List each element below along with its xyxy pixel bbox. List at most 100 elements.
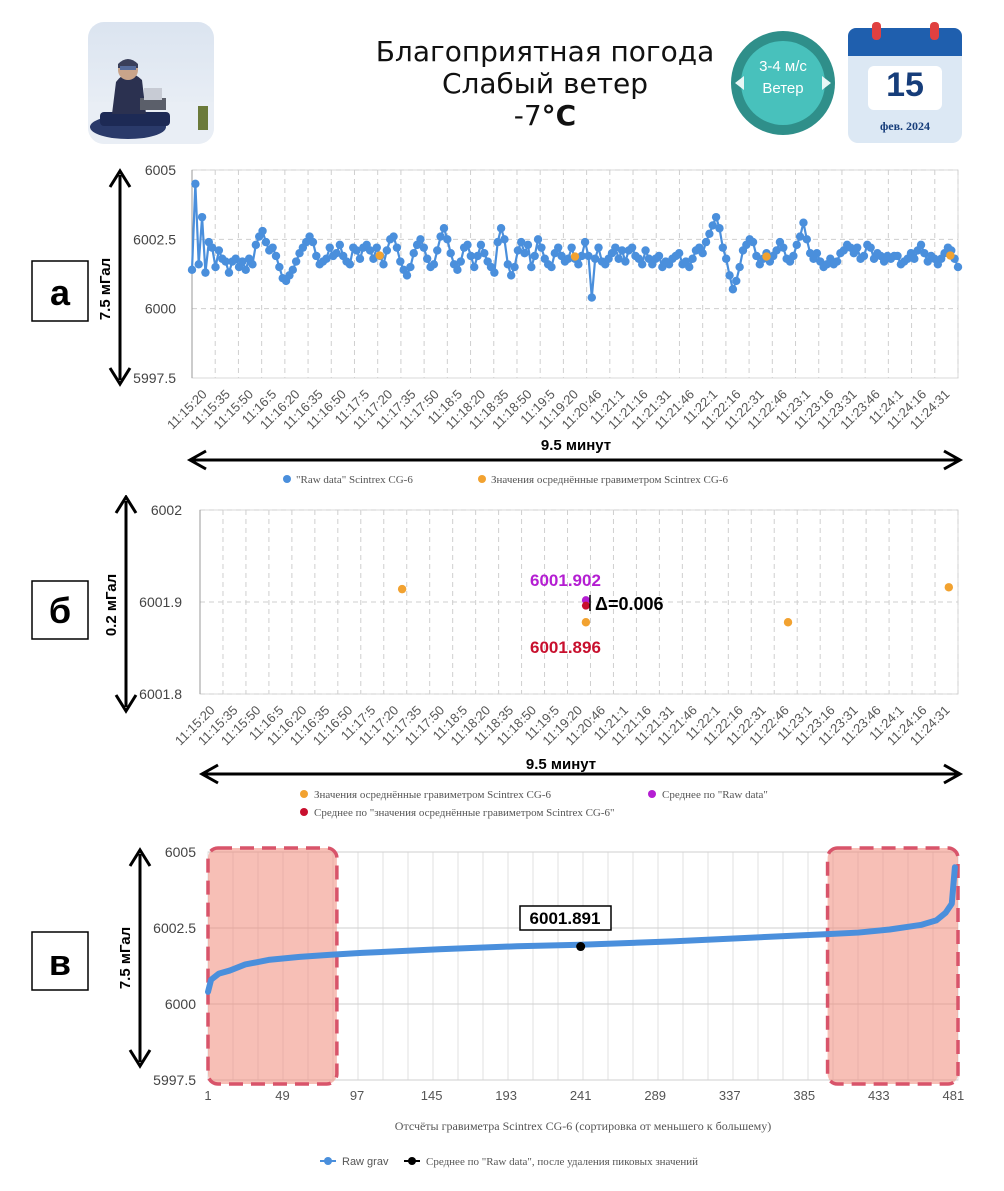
panel-label-box-c	[31, 931, 89, 991]
raw-point	[685, 262, 694, 272]
raw-point	[463, 240, 472, 250]
temperature-value: -7	[513, 99, 542, 132]
raw-point	[812, 249, 822, 258]
raw-point	[792, 240, 801, 250]
raw-point	[446, 249, 455, 258]
mean-avg-label: 6001.896	[530, 638, 601, 657]
raw-point	[207, 243, 217, 252]
y-tick-label: 5997.5	[153, 1072, 196, 1088]
duration-arrow-a	[186, 449, 964, 471]
avg-points-b	[397, 583, 954, 627]
raw-point	[466, 251, 476, 261]
raw-point	[473, 251, 482, 261]
raw-point	[201, 268, 210, 277]
legend-b: Значения осреднённые гравиметром Scintre…	[300, 789, 768, 819]
mean-point-c	[576, 942, 586, 952]
raw-point	[701, 237, 711, 247]
x-tick-label: 193	[495, 1088, 517, 1103]
temperature: -7°C	[330, 100, 760, 132]
calendar-month: фев. 2024	[879, 119, 931, 133]
duration-label-a: 9.5 минут	[541, 437, 611, 454]
raw-point	[859, 251, 869, 261]
x-tick-label: 481	[942, 1088, 964, 1103]
legend-raw-c: Raw grav	[342, 1156, 389, 1168]
mean-raw-point	[581, 596, 590, 605]
raw-point	[194, 260, 203, 269]
raw-point	[187, 265, 197, 275]
raw-point	[547, 262, 556, 272]
raw-point	[288, 265, 297, 275]
raw-point	[711, 212, 721, 222]
raw-point	[705, 229, 714, 238]
legend-swatch-mean-avg-b	[300, 808, 308, 816]
raw-point	[409, 249, 418, 258]
raw-point	[503, 260, 513, 269]
raw-point	[772, 246, 781, 255]
field-photo	[88, 22, 214, 144]
legend-swatch-avg-b	[300, 790, 308, 798]
raw-point	[574, 260, 583, 269]
mean-raw-label: 6001.902	[530, 571, 601, 590]
raw-point	[261, 237, 271, 247]
mean-avg-point	[581, 601, 590, 610]
legend-mean-raw-b: Среднее по "Raw data"	[662, 789, 768, 801]
raw-point	[389, 232, 398, 241]
legend-swatch-avg-a	[478, 475, 486, 483]
legend-c: Raw grav Среднее по "Raw data", после уд…	[320, 1156, 698, 1168]
raw-point	[587, 293, 596, 302]
raw-point	[308, 237, 318, 247]
raw-point	[433, 246, 442, 255]
avg-point	[762, 252, 771, 261]
weather-summary: Благоприятная погода Слабый ветер -7°C	[330, 36, 760, 132]
panel-label-a: а	[50, 272, 71, 313]
raw-point	[231, 254, 240, 263]
raw-point	[611, 243, 620, 252]
avg-point	[397, 584, 407, 594]
raw-point	[238, 257, 247, 266]
y-extent-arrow-b	[114, 495, 138, 714]
panel-label-box-a	[31, 260, 89, 322]
duration-arrow-b	[198, 763, 964, 785]
raw-point	[429, 260, 439, 269]
legend-mean-avg-b: Среднее по "значения осреднённые гравиме…	[314, 807, 615, 819]
x-tick-label: 1	[204, 1088, 211, 1103]
raw-point	[617, 246, 627, 255]
weather-line-1: Благоприятная погода	[375, 35, 715, 68]
y-label-a: 7.5 мГал	[97, 258, 114, 320]
avg-point	[570, 252, 580, 261]
raw-point	[708, 221, 717, 230]
panel-label-b: б	[49, 590, 71, 631]
raw-point	[506, 271, 516, 280]
legend-avg-a: Значения осреднённые гравиметром Scintre…	[491, 474, 729, 486]
y-tick-label: 6000	[165, 996, 196, 1012]
raw-point	[291, 257, 301, 266]
grid-b	[199, 509, 959, 695]
raw-point	[406, 262, 415, 272]
x-tick-label: 433	[868, 1088, 890, 1103]
raw-point	[866, 243, 875, 252]
grid-a	[191, 169, 959, 379]
y-tick-label: 6001.8	[139, 686, 182, 702]
raw-point	[517, 237, 526, 247]
panel-label-box-b	[31, 580, 89, 640]
wind-speed: 3-4 м/с	[759, 58, 807, 75]
avg-point	[783, 618, 793, 627]
raw-point	[248, 260, 257, 269]
x-tick-label: 337	[719, 1088, 741, 1103]
avg-point	[946, 251, 955, 260]
raw-point	[496, 224, 506, 233]
x-label-c: Отсчёты гравиметра Scintrex CG-6 (сортир…	[395, 1119, 771, 1133]
raw-point	[382, 246, 392, 255]
raw-point	[832, 257, 842, 266]
raw-point	[802, 235, 812, 244]
calendar-day: 15	[886, 66, 924, 104]
raw-point	[748, 237, 758, 247]
raw-point	[577, 251, 586, 261]
legend-swatch-mean-c	[408, 1157, 416, 1165]
wind-label: Ветер	[762, 80, 804, 97]
y-label-b: 0.2 мГал	[103, 574, 120, 636]
avg-point	[375, 251, 384, 260]
raw-point	[698, 249, 707, 258]
y-tick-label: 6005	[145, 162, 176, 178]
